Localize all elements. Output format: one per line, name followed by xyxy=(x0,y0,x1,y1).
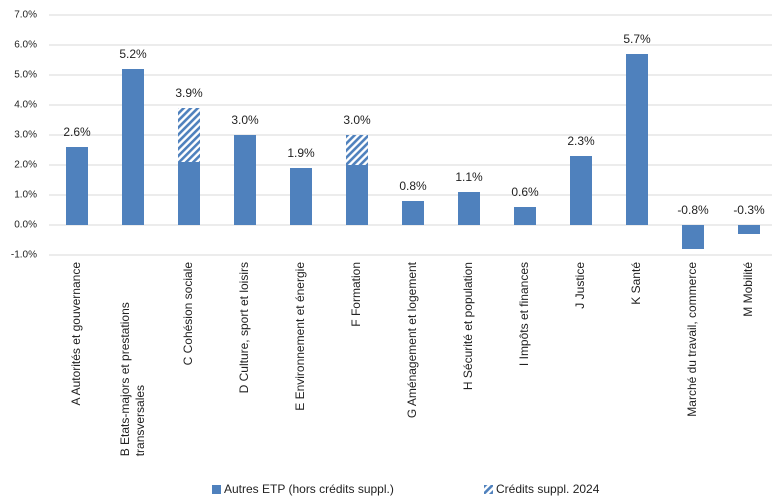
x-tick-label: K Santé xyxy=(629,262,643,305)
bar-segment xyxy=(346,135,368,165)
y-tick-label: 1.0% xyxy=(14,190,37,201)
data-label: 2.3% xyxy=(567,134,595,148)
data-label: 0.6% xyxy=(511,185,539,199)
bar-segment xyxy=(66,147,88,225)
bar-segment xyxy=(290,168,312,225)
x-tick-label: F Formation xyxy=(349,262,363,327)
x-tick-label: H Sécurité et population xyxy=(461,262,475,390)
bar-segment xyxy=(122,69,144,225)
legend-label: Crédits suppl. 2024 xyxy=(496,482,600,496)
y-tick-label: 4.0% xyxy=(14,100,37,111)
bar-segment xyxy=(178,108,200,162)
data-label: 5.7% xyxy=(623,32,651,46)
bar-segment xyxy=(178,162,200,225)
x-tick-label: Marché du travail, commerce xyxy=(685,262,699,417)
bar-segment xyxy=(738,225,760,234)
data-label: 1.1% xyxy=(455,170,483,184)
data-label: 3.9% xyxy=(175,86,203,100)
data-label: -0.8% xyxy=(677,203,709,217)
bar-segment xyxy=(570,156,592,225)
x-tick-label: G Aménagement et logement xyxy=(405,261,419,418)
data-label: 2.6% xyxy=(63,125,91,139)
bar-segment xyxy=(626,54,648,225)
data-label: 0.8% xyxy=(399,179,427,193)
y-tick-label: -1.0% xyxy=(11,250,37,261)
bar-segment xyxy=(346,165,368,225)
data-label: -0.3% xyxy=(733,203,765,217)
x-tick-label: E Environnement et énergie xyxy=(293,262,307,411)
x-tick-label: C Cohésion sociale xyxy=(181,262,195,366)
bar-segment xyxy=(514,207,536,225)
x-tick-label: M Mobilité xyxy=(741,262,755,317)
y-tick-label: 5.0% xyxy=(14,70,37,81)
y-tick-label: 2.0% xyxy=(14,160,37,171)
x-tick-label-line: B Etats-majors et prestations xyxy=(118,302,132,456)
y-tick-label: 6.0% xyxy=(14,40,37,51)
y-tick-label: 7.0% xyxy=(14,10,37,21)
data-label: 1.9% xyxy=(287,146,315,160)
y-tick-label: 0.0% xyxy=(14,220,37,231)
x-tick-label: I Impôts et finances xyxy=(517,262,531,366)
bar-segment xyxy=(682,225,704,249)
bar-segment xyxy=(458,192,480,225)
legend-swatch xyxy=(212,485,221,494)
x-tick-label: J Justice xyxy=(573,262,587,309)
x-tick-label-line: transversales xyxy=(133,385,147,456)
x-tick-label: A Autorités et gouvernance xyxy=(69,262,83,406)
legend-label: Autres ETP (hors crédits suppl.) xyxy=(224,482,394,496)
x-tick-label: B Etats-majors et prestationstransversal… xyxy=(118,302,147,456)
bar-segment xyxy=(234,135,256,225)
data-label: 3.0% xyxy=(343,113,371,127)
bar-segment xyxy=(402,201,424,225)
data-label: 5.2% xyxy=(119,47,147,61)
legend-swatch xyxy=(484,485,493,494)
y-tick-label: 3.0% xyxy=(14,130,37,141)
x-tick-label: D Culture, sport et loisirs xyxy=(237,262,251,393)
data-label: 3.0% xyxy=(231,113,259,127)
